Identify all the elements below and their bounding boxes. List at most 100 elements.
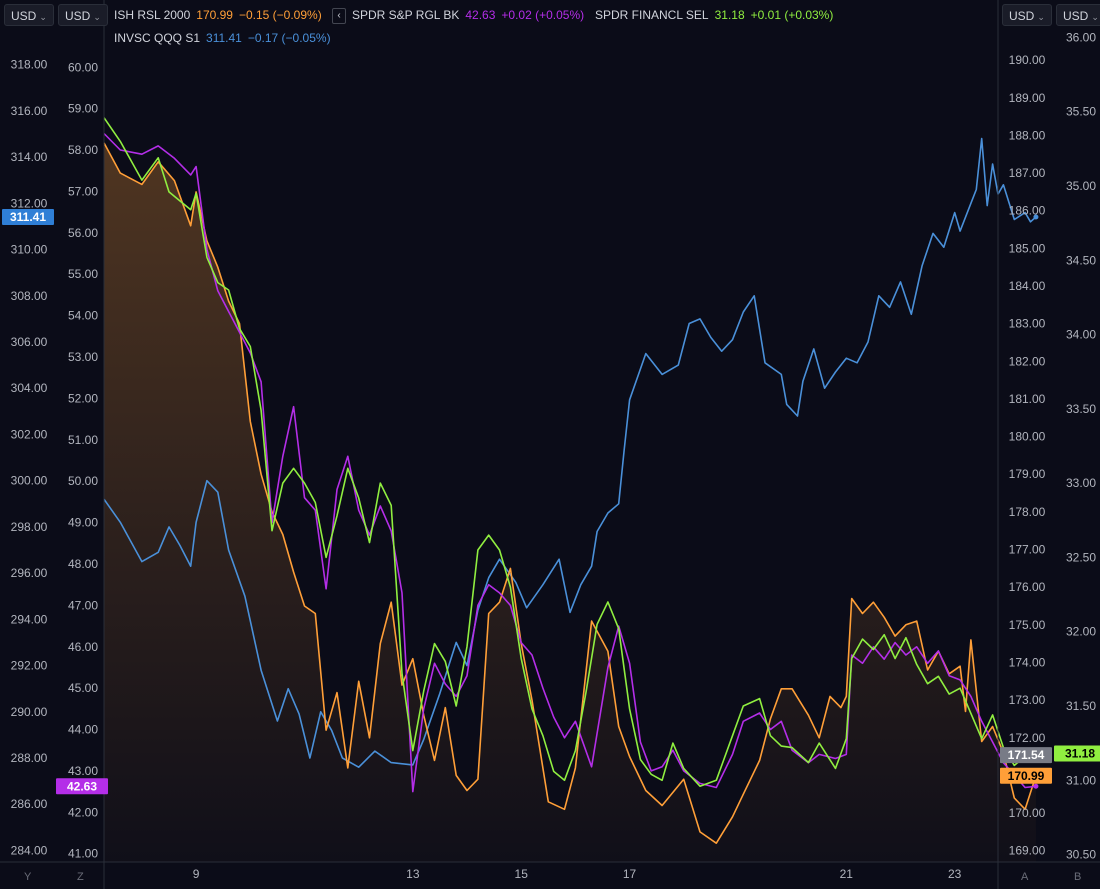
axis-tick-a: 182.00 — [1009, 354, 1046, 368]
axis-tick-a: 178.00 — [1009, 505, 1046, 519]
legend-item-spdr-rgl-bk[interactable]: SPDR S&P RGL BK 42.63 +0.02 (+0.05%) — [352, 8, 584, 22]
axis-tick-z: 60.00 — [68, 60, 98, 74]
axis-tick-z: 49.00 — [68, 516, 98, 530]
axis-tick-a: 186.00 — [1009, 204, 1046, 218]
currency-select-z[interactable]: USD ⌄ — [58, 4, 108, 26]
axis-tick-z: 48.00 — [68, 557, 98, 571]
legend-name: ISH RSL 2000 — [114, 8, 191, 22]
axis-tick-a: 179.00 — [1009, 467, 1046, 481]
price-badge-a — [1000, 767, 1052, 784]
axis-tick-a: 183.00 — [1009, 317, 1046, 331]
legend-name: SPDR FINANCL SEL — [595, 8, 709, 22]
axis-tick-b: 31.00 — [1066, 773, 1096, 787]
axis-tick-y: 288.00 — [11, 751, 48, 765]
legend-value: 42.63 — [465, 8, 496, 22]
axis-tick-z: 52.00 — [68, 391, 98, 405]
axis-tick-a: 177.00 — [1009, 543, 1046, 557]
price-badge-b — [1054, 745, 1100, 762]
axis-tick-b: 35.50 — [1066, 105, 1096, 119]
axis-tick-z: 41.00 — [68, 847, 98, 861]
axis-tick-b: 31.50 — [1066, 699, 1096, 713]
axis-tick-y: 314.00 — [11, 150, 48, 164]
currency-select-b[interactable]: USD ⌄ — [1056, 4, 1100, 26]
axis-tick-a: 180.00 — [1009, 430, 1046, 444]
currency-select-y[interactable]: USD ⌄ — [4, 4, 54, 26]
axis-tick-b: 34.50 — [1066, 253, 1096, 267]
axis-tick-z: 45.00 — [68, 681, 98, 695]
legend-name: SPDR S&P RGL BK — [352, 8, 460, 22]
price-badge-a — [1000, 747, 1052, 764]
axis-tick-b: 33.00 — [1066, 476, 1096, 490]
axis-tick-y: 306.00 — [11, 335, 48, 349]
chevron-down-icon: ⌄ — [1091, 12, 1099, 22]
axis-tick-z: 56.00 — [68, 226, 98, 240]
legend-name: INVSC QQQ S1 — [114, 31, 201, 45]
scale-label-b[interactable]: B — [1074, 871, 1082, 883]
price-badge-z — [56, 778, 108, 795]
axis-tick-b: 32.00 — [1066, 625, 1096, 639]
currency-label: USD — [65, 9, 91, 23]
time-axis-tick: 9 — [193, 867, 200, 881]
axis-tick-b: 33.50 — [1066, 402, 1096, 416]
time-axis-tick: 15 — [515, 867, 529, 881]
axis-tick-b: 34.00 — [1066, 328, 1096, 342]
axis-tick-z: 44.00 — [68, 723, 98, 737]
time-axis-tick: 13 — [406, 867, 420, 881]
series-line-invsc-qqq-s1[interactable] — [103, 137, 1037, 768]
time-axis-tick: 21 — [840, 867, 854, 881]
axis-tick-b: 36.00 — [1066, 30, 1096, 44]
scale-label-z[interactable]: Z — [77, 871, 84, 883]
legend-item-invsc-qqq[interactable]: INVSC QQQ S1 311.41 −0.17 (−0.05%) — [114, 31, 331, 45]
axis-tick-a: 173.00 — [1009, 693, 1046, 707]
legend-value: 170.99 — [196, 8, 233, 22]
axis-tick-z: 55.00 — [68, 267, 98, 281]
legend-value: 31.18 — [714, 8, 745, 22]
axis-tick-y: 304.00 — [11, 381, 48, 395]
axis-tick-y: 294.00 — [11, 612, 48, 626]
price-badge-label: 171.54 — [1008, 748, 1045, 762]
axis-tick-z: 50.00 — [68, 474, 98, 488]
series-last-point — [1033, 783, 1039, 789]
series-line-spdr-financl-sel[interactable] — [103, 117, 1037, 787]
scale-label-y[interactable]: Y — [24, 871, 32, 883]
legend-change: −0.17 (−0.05%) — [247, 31, 331, 45]
chevron-down-icon: ⌄ — [39, 12, 47, 22]
axis-tick-z: 47.00 — [68, 598, 98, 612]
currency-select-a[interactable]: USD ⌄ — [1002, 4, 1052, 26]
axis-tick-a: 172.00 — [1009, 731, 1046, 745]
legend-item-spdr-financl-sel[interactable]: SPDR FINANCL SEL 31.18 +0.01 (+0.03%) — [595, 8, 833, 22]
axis-tick-a: 184.00 — [1009, 279, 1046, 293]
axis-tick-y: 286.00 — [11, 797, 48, 811]
chevron-down-icon: ⌄ — [93, 12, 101, 22]
collapse-legend-button[interactable]: ‹ — [332, 8, 346, 24]
axis-tick-y: 316.00 — [11, 104, 48, 118]
axis-tick-a: 188.00 — [1009, 128, 1046, 142]
axis-tick-y: 296.00 — [11, 566, 48, 580]
price-badge-y — [2, 208, 54, 225]
axis-tick-y: 292.00 — [11, 659, 48, 673]
axis-tick-z: 58.00 — [68, 143, 98, 157]
time-axis-tick: 23 — [948, 867, 962, 881]
axis-tick-z: 42.00 — [68, 805, 98, 819]
axis-tick-y: 308.00 — [11, 289, 48, 303]
legend-change: −0.15 (−0.09%) — [238, 8, 322, 22]
axis-tick-z: 54.00 — [68, 309, 98, 323]
legend-item-ish-rsl-2000[interactable]: ISH RSL 2000 170.99 −0.15 (−0.09%) — [114, 8, 322, 22]
price-badge-label: 42.63 — [67, 779, 97, 793]
chevron-down-icon: ⌄ — [1037, 12, 1045, 22]
currency-label: USD — [11, 9, 37, 23]
axis-tick-y: 300.00 — [11, 474, 48, 488]
time-axis-tick: 17 — [623, 867, 637, 881]
scale-label-a[interactable]: A — [1021, 871, 1029, 883]
price-badge-label: 311.41 — [10, 210, 46, 224]
axis-tick-y: 312.00 — [11, 196, 48, 210]
series-line-spdr-s-p-rgl-bk[interactable] — [103, 132, 1036, 793]
axis-tick-y: 318.00 — [11, 58, 48, 72]
axis-tick-z: 57.00 — [68, 184, 98, 198]
axis-tick-a: 190.00 — [1009, 53, 1046, 67]
price-badge-label: 31.18 — [1065, 747, 1095, 761]
legend-change: +0.01 (+0.03%) — [750, 8, 834, 22]
axis-tick-y: 290.00 — [11, 705, 48, 719]
axis-tick-a: 174.00 — [1009, 655, 1046, 669]
